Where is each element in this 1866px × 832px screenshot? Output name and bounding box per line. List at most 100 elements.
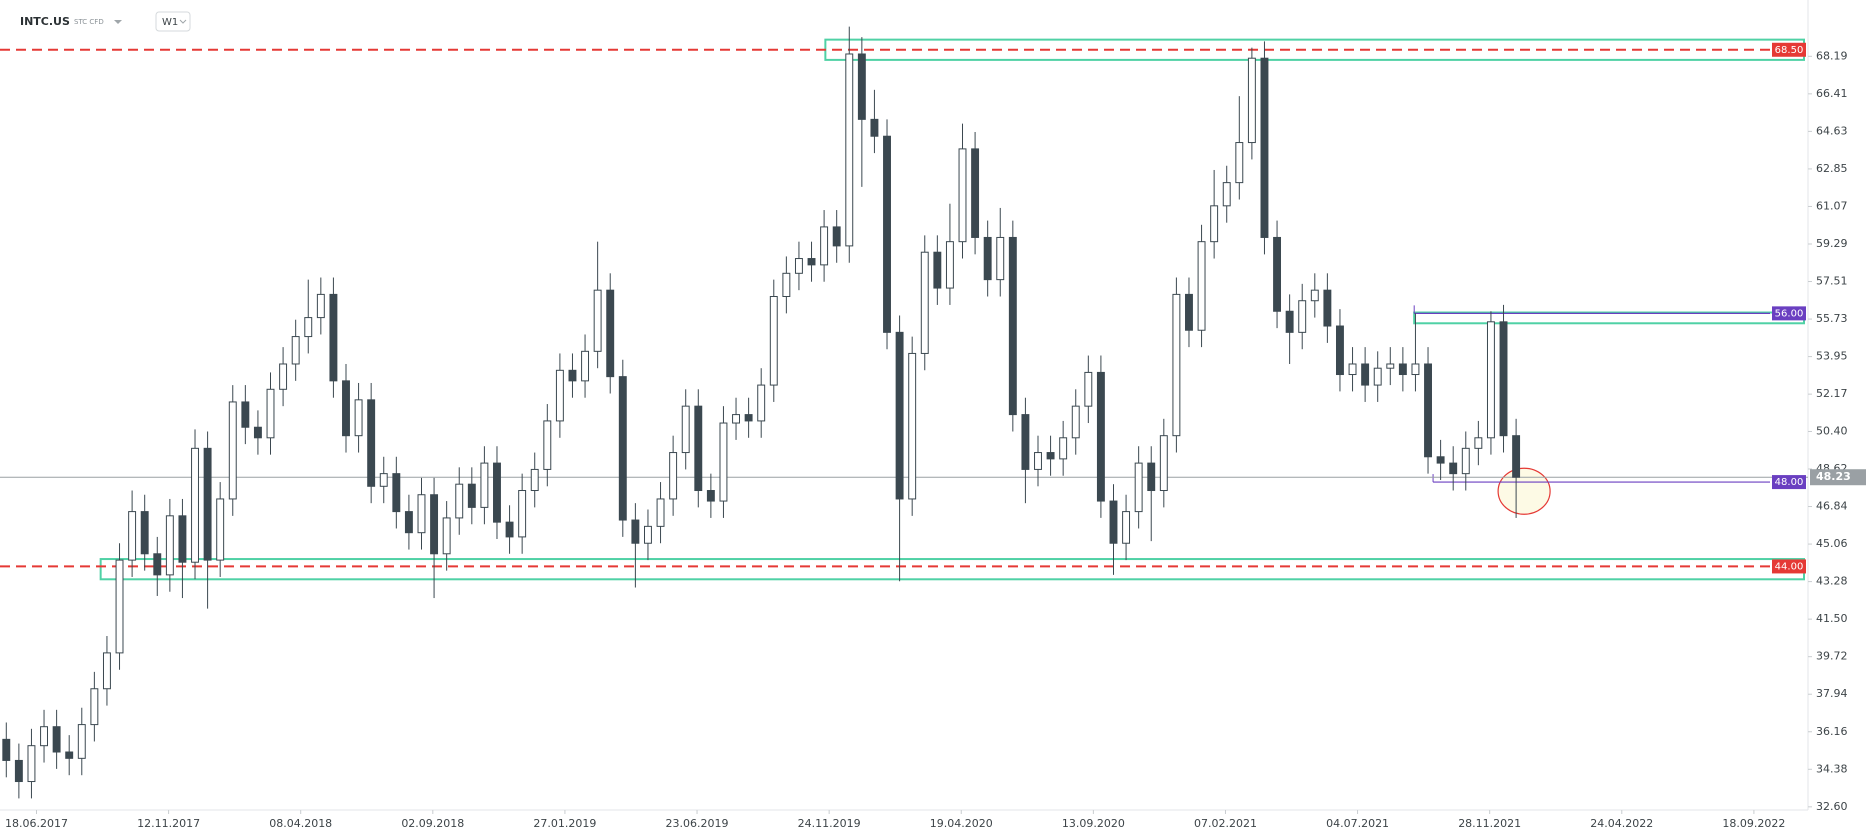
x-tick-label: 23.06.2019: [666, 817, 729, 830]
candle-body: [442, 517, 451, 555]
x-tick-label: 18.09.2022: [1722, 817, 1785, 830]
candle-body: [757, 384, 766, 422]
interval-arrow: [179, 19, 187, 24]
candle-body: [329, 293, 338, 382]
y-tick-label: 66.41: [1816, 87, 1848, 100]
candle-body: [102, 652, 111, 690]
candle-body: [593, 289, 602, 352]
candle-body: [467, 483, 476, 508]
candle-body: [1159, 435, 1168, 492]
candle-body: [543, 420, 552, 470]
candle-body: [568, 369, 577, 382]
candle-body: [2, 738, 11, 761]
x-tick-label: 18.06.2017: [5, 817, 68, 830]
candle-body: [794, 258, 803, 274]
candle-body: [1147, 462, 1156, 492]
candle-body: [228, 401, 237, 500]
candle-body: [1210, 205, 1219, 243]
candle-body: [392, 473, 401, 513]
candle-body: [945, 241, 954, 289]
y-tick-label: 62.85: [1816, 162, 1848, 175]
price-level-box: [1772, 306, 1806, 321]
y-tick-label: 55.73: [1816, 312, 1848, 325]
candle-body: [1310, 289, 1319, 302]
x-tick-label: 07.02.2021: [1194, 817, 1257, 830]
price-level-label: 44.00: [1775, 561, 1804, 572]
y-tick-label: 61.07: [1816, 199, 1848, 212]
candle-body: [769, 296, 778, 386]
x-tick-label: 02.09.2018: [401, 817, 464, 830]
candle-body: [1046, 452, 1055, 460]
candle-body: [782, 272, 791, 298]
y-tick-label: 57.51: [1816, 275, 1848, 288]
candle-body: [681, 405, 690, 454]
y-tick-label: 41.50: [1816, 612, 1848, 625]
y-tick-label: 43.28: [1816, 575, 1848, 588]
candle-body: [1323, 289, 1332, 327]
y-tick-label: 36.16: [1816, 725, 1848, 738]
candle-body: [27, 745, 36, 783]
candle-body: [1197, 241, 1206, 331]
candle-body: [367, 399, 376, 487]
candle-body: [1285, 310, 1294, 333]
candle-body: [845, 53, 854, 247]
candle-body: [820, 226, 829, 266]
candle-body: [1373, 367, 1382, 386]
candle-body: [618, 376, 627, 521]
candle-body: [1486, 321, 1495, 439]
symbol: INTC.US: [20, 15, 70, 28]
candle-body: [316, 293, 325, 319]
x-tick-label: 04.07.2021: [1326, 817, 1389, 830]
price-level-label: 48.00: [1775, 477, 1804, 488]
candle-body: [1512, 435, 1521, 478]
interval-selector[interactable]: [155, 11, 191, 32]
y-tick-label: 52.17: [1816, 387, 1848, 400]
candle-body: [1335, 325, 1344, 376]
candle-body: [241, 401, 250, 428]
candle-body: [253, 426, 262, 439]
x-tick-label: 12.11.2017: [137, 817, 200, 830]
candle-body: [1109, 500, 1118, 544]
candle-body: [555, 369, 564, 422]
candle-body: [1436, 456, 1445, 464]
candle-body: [908, 352, 917, 500]
candle-body: [933, 251, 942, 289]
candle-body: [404, 511, 413, 534]
dropdown-arrow[interactable]: [114, 20, 122, 24]
x-tick-label: 19.04.2020: [930, 817, 993, 830]
y-tick-label: 37.94: [1816, 687, 1848, 700]
candle-body: [832, 226, 841, 247]
candle-body: [1235, 142, 1244, 184]
candle-body: [203, 447, 212, 561]
candle-body: [1172, 293, 1181, 437]
y-tick-label: 68.19: [1816, 49, 1848, 62]
candle-body: [656, 498, 665, 527]
candle-body: [417, 494, 426, 534]
candle-body: [1449, 462, 1458, 475]
candle-body: [857, 53, 866, 120]
x-tick-label: 13.09.2020: [1062, 817, 1125, 830]
candle-body: [669, 452, 678, 500]
interval[interactable]: W1: [162, 17, 178, 28]
candle-body: [1122, 511, 1131, 544]
y-tick-label: 39.72: [1816, 650, 1848, 663]
y-tick-label: 59.29: [1816, 237, 1848, 250]
instrument-type: STC CFD: [74, 18, 104, 26]
candle-body: [493, 462, 501, 523]
candle-body: [732, 414, 740, 424]
candle-body: [606, 289, 615, 378]
candle-body: [1474, 437, 1483, 449]
x-tick-label: 24.11.2019: [798, 817, 861, 830]
y-tick-label: 53.95: [1816, 350, 1848, 363]
candle-body: [291, 336, 300, 365]
candle-body: [1499, 321, 1508, 437]
candle-body: [870, 118, 879, 137]
price-level-box: [1772, 42, 1806, 57]
current-price-box: [1810, 469, 1866, 486]
candle-body: [996, 236, 1005, 281]
header: INTC.US STC CFD W1: [20, 11, 191, 32]
candle-body: [1185, 293, 1193, 331]
